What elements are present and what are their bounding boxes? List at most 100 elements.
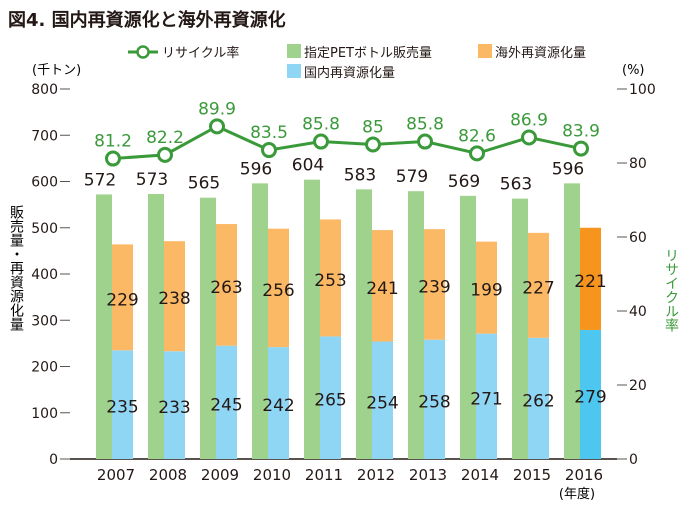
recycling-rate-label: 85 — [362, 118, 384, 138]
overseas-bar — [320, 219, 341, 337]
overseas-value-label: 256 — [262, 281, 294, 301]
x-tick-label: 2011 — [305, 466, 343, 484]
legend-label: リサイクル率 — [162, 45, 239, 61]
recycling-rate-point — [261, 142, 277, 159]
domestic-value-label: 279 — [574, 387, 606, 407]
x-tick-label: 2014 — [461, 466, 499, 484]
domestic-bar — [424, 339, 445, 459]
recycling-rate-label: 81.2 — [94, 132, 132, 152]
left-axis-label: 販売量・再資源化量 — [8, 205, 24, 331]
right-tick-label: 100 — [629, 82, 656, 98]
recycling-rate-label: 82.2 — [146, 128, 184, 148]
recycling-rate-label: 89.9 — [198, 99, 236, 119]
left-tick-label: 400 — [31, 267, 58, 283]
x-tick-label: 2013 — [409, 466, 447, 484]
sales-bar — [356, 189, 372, 460]
domestic-value-label: 258 — [418, 392, 450, 412]
overseas-bar — [112, 244, 133, 351]
domestic-bar — [320, 336, 341, 459]
x-tick-label: 2012 — [357, 466, 395, 484]
left-tick-label: 100 — [31, 406, 58, 422]
right-tick-label: 60 — [629, 230, 647, 246]
legend-label: 海外再資源化量 — [495, 46, 586, 61]
recycling-rate-point — [157, 146, 173, 163]
left-tick-label: 800 — [31, 82, 58, 98]
overseas-value-label: 241 — [366, 279, 398, 299]
sales-bar — [460, 195, 476, 459]
left-tick-label: 300 — [31, 313, 58, 329]
right-tick-label: 20 — [629, 378, 647, 394]
sales-value-label: 565 — [188, 174, 220, 194]
legend-label: 指定PETボトル販売量 — [304, 45, 432, 61]
sales-bar — [252, 183, 268, 459]
recycling-rate-point — [417, 133, 433, 150]
recycling-rate-polyline — [112, 124, 582, 161]
sales-value-label: 573 — [136, 170, 168, 190]
overseas-bar — [372, 230, 393, 342]
recycling-rate-line — [105, 118, 589, 167]
sales-bar — [564, 183, 580, 459]
domestic-value-label: 233 — [158, 398, 190, 418]
domestic-bar — [268, 347, 289, 459]
sales-value-label: 563 — [500, 175, 532, 195]
overseas-value-label: 221 — [574, 272, 606, 292]
sales-bar — [304, 179, 320, 459]
domestic-value-label: 235 — [106, 398, 138, 418]
domestic-value-label: 242 — [262, 396, 294, 416]
sales-bar — [148, 193, 164, 460]
domestic-bar — [528, 337, 549, 459]
overseas-bar — [216, 224, 237, 346]
domestic-value-label: 254 — [366, 393, 398, 413]
overseas-value-label: 227 — [522, 278, 554, 298]
legend-swatch — [478, 44, 492, 58]
sales-value-label: 579 — [396, 167, 428, 187]
recycling-rate-point — [313, 133, 329, 150]
right-tick-label: 80 — [629, 156, 647, 172]
left-tick-label: 500 — [31, 221, 58, 237]
overseas-bar — [476, 241, 497, 334]
right-tick-label: 0 — [629, 452, 638, 468]
overseas-value-label: 263 — [210, 278, 242, 298]
legend-line-marker — [136, 45, 150, 59]
domestic-bar — [216, 345, 237, 459]
x-tick-label: 2015 — [513, 466, 551, 484]
sales-value-label: 583 — [344, 165, 376, 185]
legend-label: 国内再資源化量 — [304, 65, 395, 81]
overseas-bar — [528, 232, 549, 338]
domestic-value-label: 271 — [470, 389, 502, 409]
sales-value-label: 572 — [84, 170, 116, 190]
figure-title: 図4. 国内再資源化と海外再資源化 — [8, 9, 286, 31]
overseas-value-label: 239 — [418, 277, 450, 297]
sales-value-label: 596 — [552, 159, 584, 179]
sales-value-label: 569 — [448, 172, 480, 192]
domestic-bar — [372, 341, 393, 459]
left-tick-label: 0 — [49, 452, 58, 468]
recycling-rate-point — [365, 136, 381, 153]
recycling-rate-label: 85.8 — [302, 115, 340, 135]
legend-swatch — [287, 64, 301, 78]
left-tick-label: 700 — [31, 128, 58, 144]
domestic-bar — [476, 333, 497, 459]
x-tick-label: 2007 — [97, 466, 135, 484]
recycling-rate-point — [521, 129, 537, 146]
overseas-bar — [424, 229, 445, 340]
x-tick-label: 2010 — [253, 466, 291, 484]
legend-swatch — [287, 44, 301, 58]
overseas-value-label: 199 — [470, 281, 502, 301]
overseas-bar — [164, 241, 185, 352]
sales-bar — [512, 198, 528, 460]
recycling-rate-point — [469, 145, 485, 162]
x-tick-label: 2009 — [201, 466, 239, 484]
data-labels: 2007 572 235 229 2008 573 233 238 2009 565 245 263 2… — [84, 99, 607, 484]
left-axis-unit: (千トン) — [32, 63, 81, 78]
left-tick-label: 200 — [31, 360, 58, 376]
recycling-rate-point — [105, 150, 121, 167]
overseas-value-label: 253 — [314, 271, 346, 291]
right-tick-label: 40 — [629, 304, 647, 320]
recycling-rate-label: 85.8 — [406, 115, 444, 135]
bars — [96, 179, 601, 460]
x-tick-label: 2008 — [149, 466, 187, 484]
domestic-bar — [112, 350, 133, 459]
